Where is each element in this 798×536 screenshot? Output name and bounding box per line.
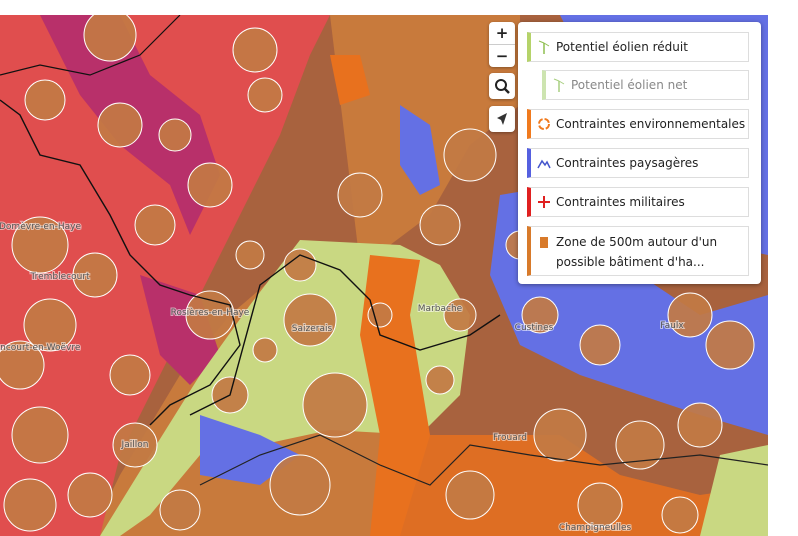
place-label: Frouard bbox=[493, 433, 527, 443]
zoom-in[interactable]: + bbox=[489, 22, 515, 45]
legend-item[interactable]: Contraintes paysagères bbox=[527, 148, 749, 178]
legend-label: Contraintes environnementales bbox=[556, 117, 746, 131]
locate-button[interactable] bbox=[489, 106, 515, 132]
military-area bbox=[0, 15, 330, 536]
commune-boundary bbox=[189, 254, 501, 416]
plane-icon bbox=[538, 196, 550, 208]
place-label: Custines bbox=[515, 323, 554, 333]
layer-legend: Potentiel éolien réduit Potentiel éolien… bbox=[518, 22, 761, 284]
search-icon bbox=[495, 79, 510, 94]
zoom-out[interactable]: − bbox=[495, 47, 509, 65]
legend-item[interactable]: Potentiel éolien net bbox=[542, 70, 749, 100]
locate-icon bbox=[497, 113, 507, 125]
place-label: Faulx bbox=[660, 321, 684, 331]
legend-item[interactable]: Contraintes environnementales bbox=[527, 109, 749, 139]
legend-label: Potentiel éolien réduit bbox=[556, 40, 688, 54]
legend-item[interactable]: Contraintes militaires bbox=[527, 187, 749, 217]
environmental-patch bbox=[330, 55, 370, 105]
landscape-area bbox=[400, 105, 440, 195]
commune-boundary bbox=[0, 99, 241, 426]
zoom-control: + − bbox=[489, 22, 515, 67]
wind-icon bbox=[553, 78, 565, 92]
legend-label: Contraintes paysagères bbox=[556, 156, 699, 170]
legend-item[interactable]: Zone de 500m autour d'un possible bâtime… bbox=[527, 226, 749, 276]
landscape-area bbox=[200, 415, 300, 485]
mountain-icon bbox=[537, 159, 551, 169]
place-label: Champigneulles bbox=[559, 523, 632, 533]
legend-label: Zone de 500m autour d'un possible bâtime… bbox=[556, 235, 718, 269]
place-label: Jaillon bbox=[121, 440, 149, 450]
wind-potential-area bbox=[700, 445, 768, 536]
legend-label: Contraintes militaires bbox=[556, 195, 685, 209]
place-label: Manoncourt-en-Woëvre bbox=[0, 343, 81, 353]
place-label: Tremblecourt bbox=[29, 272, 90, 282]
recycle-icon bbox=[538, 118, 550, 130]
wind-icon bbox=[538, 40, 550, 54]
place-label: Domèvre-en-Haye bbox=[0, 221, 81, 232]
commune-boundary bbox=[0, 15, 181, 76]
place-label: Saizerais bbox=[292, 324, 333, 334]
search-button[interactable] bbox=[489, 73, 515, 99]
place-label: Marbache bbox=[418, 304, 463, 314]
buffer-circles bbox=[0, 15, 755, 534]
legend-item[interactable]: Potentiel éolien réduit bbox=[527, 32, 749, 62]
place-label: Rosières-en-Haye bbox=[171, 307, 250, 318]
building-icon bbox=[540, 237, 548, 248]
legend-label: Potentiel éolien net bbox=[571, 78, 688, 92]
commune-boundary bbox=[199, 434, 768, 486]
